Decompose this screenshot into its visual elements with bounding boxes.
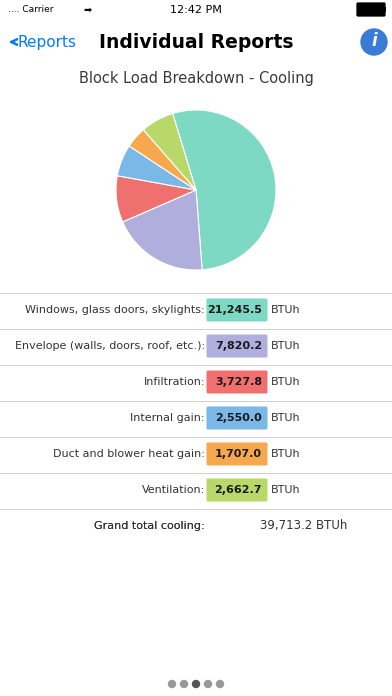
Text: Envelope (walls, doors, roof, etc.):: Envelope (walls, doors, roof, etc.): <box>15 341 205 351</box>
Text: 12:42 PM: 12:42 PM <box>170 5 222 15</box>
Text: BTUh: BTUh <box>271 449 301 459</box>
Circle shape <box>205 681 212 688</box>
FancyBboxPatch shape <box>384 7 387 12</box>
Text: Duct and blower heat gain:: Duct and blower heat gain: <box>53 449 205 459</box>
FancyBboxPatch shape <box>207 406 267 429</box>
Circle shape <box>169 681 176 688</box>
Wedge shape <box>172 110 276 270</box>
Text: BTUh: BTUh <box>271 413 301 423</box>
Text: BTUh: BTUh <box>271 341 301 351</box>
Text: Infiltration:: Infiltration: <box>143 377 205 387</box>
Text: Grand total cooling:: Grand total cooling: <box>94 521 205 531</box>
Text: i: i <box>371 33 377 51</box>
Text: .... Carrier: .... Carrier <box>8 6 53 15</box>
Text: Block Load Breakdown - Cooling: Block Load Breakdown - Cooling <box>78 70 314 86</box>
FancyBboxPatch shape <box>207 479 267 502</box>
Circle shape <box>361 29 387 55</box>
Wedge shape <box>117 146 196 190</box>
Text: 39,713.2 BTUh: 39,713.2 BTUh <box>260 519 347 532</box>
Wedge shape <box>116 175 196 222</box>
Wedge shape <box>123 190 202 270</box>
Text: Windows, glass doors, skylights:: Windows, glass doors, skylights: <box>25 305 205 315</box>
FancyBboxPatch shape <box>207 443 267 466</box>
Text: BTUh: BTUh <box>271 305 301 315</box>
Text: 2,662.7: 2,662.7 <box>214 485 262 495</box>
Circle shape <box>180 681 187 688</box>
Text: 21,245.5: 21,245.5 <box>207 305 262 315</box>
FancyBboxPatch shape <box>357 3 385 16</box>
Text: Ventilation:: Ventilation: <box>142 485 205 495</box>
Text: Internal gain:: Internal gain: <box>131 413 205 423</box>
Text: BTUh: BTUh <box>271 377 301 387</box>
Circle shape <box>216 681 223 688</box>
Text: 3,727.8: 3,727.8 <box>215 377 262 387</box>
Wedge shape <box>143 113 196 190</box>
Text: Grand total cooling:: Grand total cooling: <box>94 521 205 531</box>
Circle shape <box>192 681 200 688</box>
FancyBboxPatch shape <box>207 370 267 393</box>
FancyBboxPatch shape <box>207 335 267 358</box>
Text: Reports: Reports <box>18 35 77 49</box>
Text: 2,550.0: 2,550.0 <box>215 413 262 423</box>
Text: 1,707.0: 1,707.0 <box>215 449 262 459</box>
Text: BTUh: BTUh <box>271 485 301 495</box>
Text: ➡: ➡ <box>84 5 92 15</box>
Text: 7,820.2: 7,820.2 <box>215 341 262 351</box>
Wedge shape <box>129 129 196 190</box>
Text: Individual Reports: Individual Reports <box>99 33 293 52</box>
FancyBboxPatch shape <box>207 299 267 322</box>
